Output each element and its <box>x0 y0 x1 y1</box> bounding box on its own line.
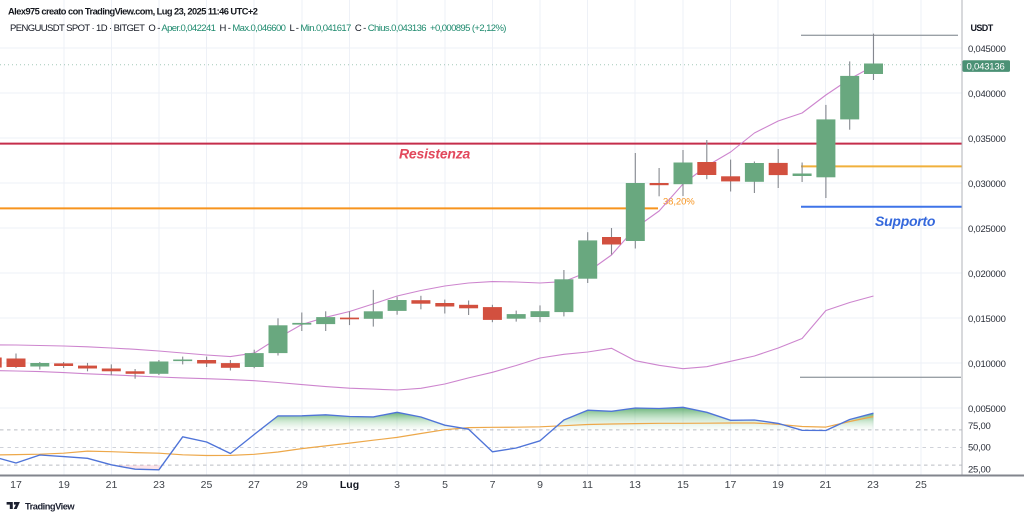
svg-text:38,20%: 38,20% <box>663 197 695 208</box>
svg-text:13: 13 <box>629 479 641 491</box>
svg-text:0,020000: 0,020000 <box>968 269 1006 280</box>
svg-text:0,025000: 0,025000 <box>968 224 1006 235</box>
svg-text:0,005000: 0,005000 <box>968 404 1006 415</box>
svg-text:25,00: 25,00 <box>968 464 991 475</box>
svg-text:23: 23 <box>867 479 879 491</box>
svg-text:27: 27 <box>248 479 260 491</box>
svg-text:0,030000: 0,030000 <box>968 179 1006 190</box>
svg-text:Resistenza: Resistenza <box>399 146 471 162</box>
svg-text:9: 9 <box>537 479 543 491</box>
svg-text:25: 25 <box>915 479 927 491</box>
svg-text:21: 21 <box>820 479 832 491</box>
svg-text:19: 19 <box>58 479 70 491</box>
svg-text:50,00: 50,00 <box>968 442 991 453</box>
svg-text:0,040000: 0,040000 <box>968 89 1006 100</box>
svg-text:TradingView: TradingView <box>25 502 75 512</box>
svg-text:25: 25 <box>201 479 213 491</box>
svg-text:Supporto: Supporto <box>875 213 936 229</box>
svg-text:75,00: 75,00 <box>968 421 991 432</box>
svg-text:0,045000: 0,045000 <box>968 44 1006 55</box>
svg-text:29: 29 <box>296 479 308 491</box>
svg-text:0,043136: 0,043136 <box>967 62 1005 73</box>
svg-text:7: 7 <box>490 479 496 491</box>
svg-text:5: 5 <box>442 479 448 491</box>
svg-text:23: 23 <box>153 479 165 491</box>
svg-text:17: 17 <box>10 479 22 491</box>
svg-text:11: 11 <box>582 479 593 491</box>
svg-text:0,035000: 0,035000 <box>968 134 1006 145</box>
svg-text:USDT: USDT <box>971 23 994 33</box>
svg-text:PENGUUSDT SPOT · 1D · BITGET: PENGUUSDT SPOT · 1D · BITGET O - Aper.0,… <box>10 23 506 34</box>
svg-text:0,010000: 0,010000 <box>968 359 1006 370</box>
svg-text:17: 17 <box>725 479 737 491</box>
svg-text:Lug: Lug <box>340 479 359 491</box>
svg-text:3: 3 <box>394 479 400 491</box>
svg-text:19: 19 <box>772 479 784 491</box>
svg-text:0,015000: 0,015000 <box>968 314 1006 325</box>
svg-text:21: 21 <box>106 479 118 491</box>
svg-text:Alex975 creato con TradingView: Alex975 creato con TradingView.com, Lug … <box>8 7 258 17</box>
svg-text:15: 15 <box>677 479 689 491</box>
